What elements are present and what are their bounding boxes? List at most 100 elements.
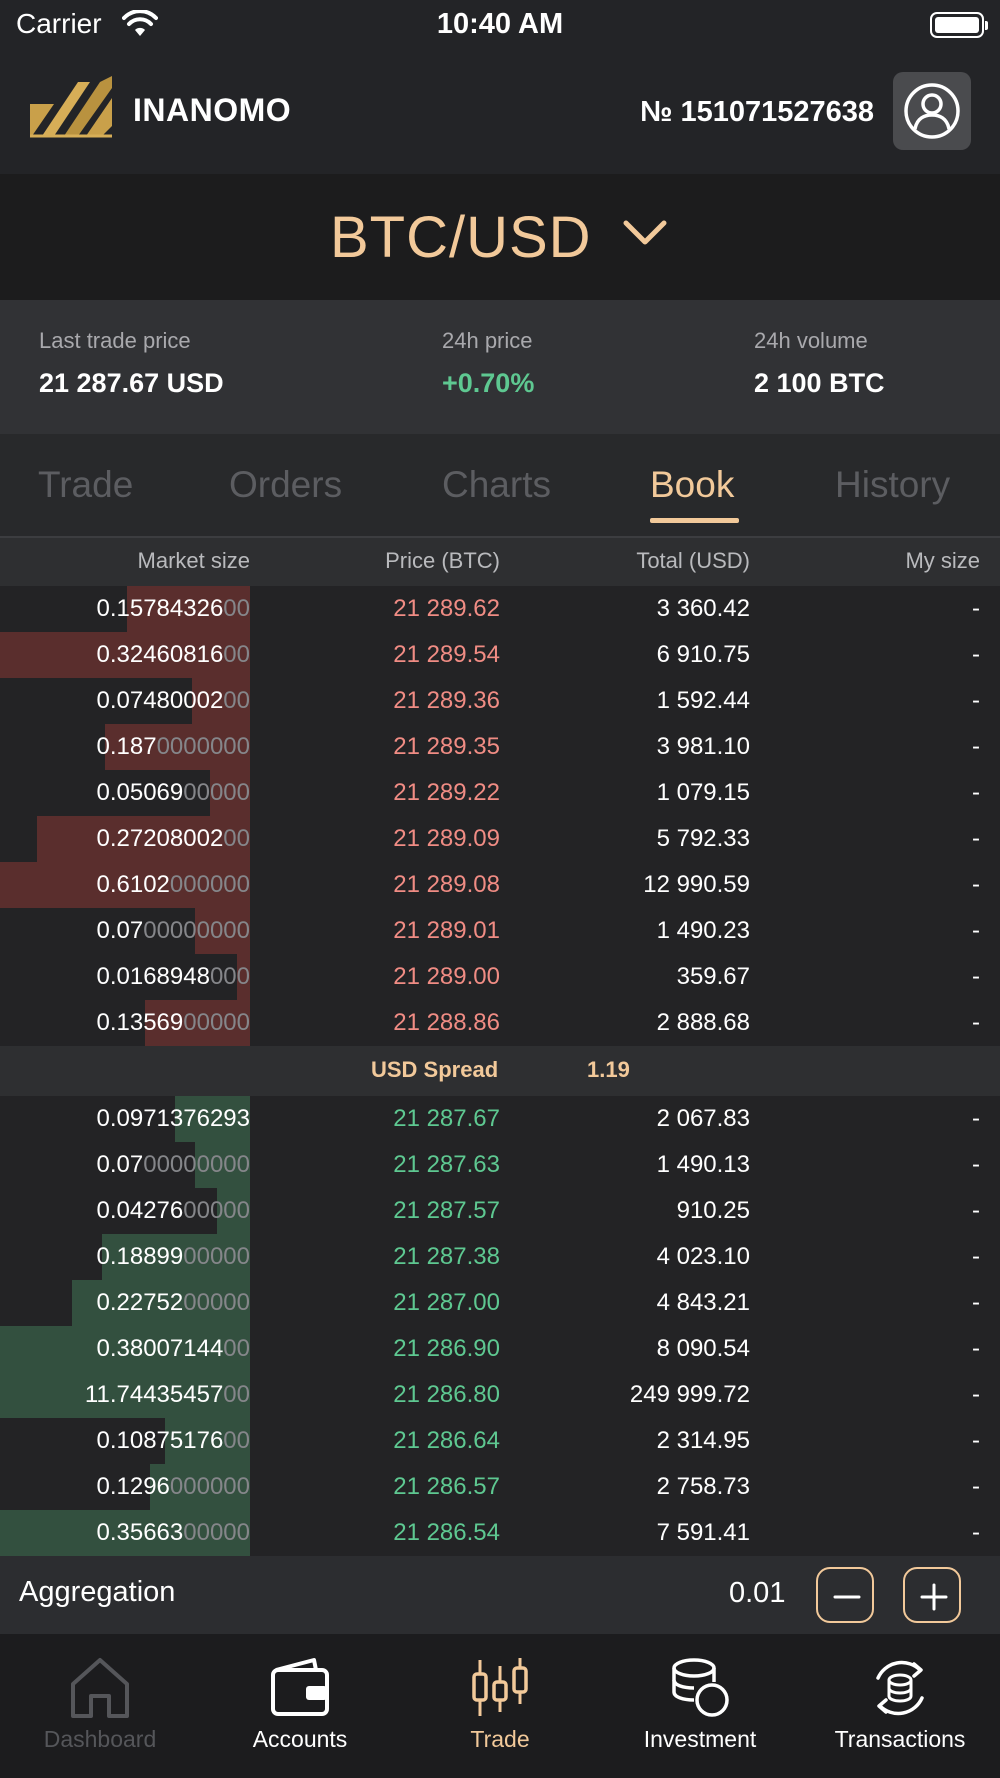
nav-accounts[interactable]: Accounts [200,1634,400,1778]
aggregation-decrease-button[interactable] [816,1567,874,1623]
my-size-cell: - [972,1105,980,1132]
total-cell: 5 792.33 [656,825,750,852]
spread-value: 1.19 [587,1057,630,1082]
ask-row[interactable]: 0.0168948000 21 289.00 359.67 - [0,954,1000,1000]
price-cell: 21 287.67 [393,1105,500,1132]
ask-row[interactable]: 0.0748000200 21 289.36 1 592.44 - [0,678,1000,724]
bid-row[interactable]: 0.1087517600 21 286.64 2 314.95 - [0,1418,1000,1464]
market-size-padding: 00 [223,825,250,852]
market-size-cell: 0.0506900000 [96,779,250,807]
bid-row[interactable]: 0.1889900000 21 287.38 4 023.10 - [0,1234,1000,1280]
minus-icon [833,1595,861,1599]
total-cell: 3 360.42 [656,595,750,622]
chevron-down-icon[interactable] [622,218,668,248]
bid-row[interactable]: 0.0700000000 21 287.63 1 490.13 - [0,1142,1000,1188]
my-size-cell: - [972,641,980,668]
tab-bar: Trade Orders Charts Book History [0,434,1000,538]
total-cell: 2 758.73 [656,1473,750,1500]
spread-row: USD Spread 1.19 [0,1046,1000,1096]
price-cell: 21 287.38 [393,1243,500,1270]
ask-row[interactable]: 0.0700000000 21 289.01 1 490.23 - [0,908,1000,954]
bid-row[interactable]: 0.0427600000 21 287.57 910.25 - [0,1188,1000,1234]
price-24h-label: 24h price [442,328,533,353]
volume-24h-value: 2 100 BTC [754,368,885,398]
market-size-value: 0.38007144 [96,1335,224,1362]
price-cell: 21 286.90 [393,1335,500,1362]
app-header: INANOMO № 151071527638 [0,50,1000,174]
ask-depth-bar [37,816,250,862]
nav-transactions[interactable]: Transactions [800,1634,1000,1778]
market-size-value: 0.04276 [96,1197,184,1224]
total-cell: 2 067.83 [656,1105,750,1132]
nav-investment[interactable]: Investment [600,1634,800,1778]
ask-rows: 0.1578432600 21 289.62 3 360.42-0.32460816… [0,586,1000,1046]
bid-depth-bar [165,1418,250,1464]
market-size-padding: 00 [223,1427,250,1454]
price-24h-stat: 24h price +0.70% [442,328,534,399]
market-size-cell: 0.1087517600 [97,1427,251,1455]
brand-name: INANOMO [133,92,292,128]
tab-book[interactable]: Book [650,464,735,505]
tab-charts[interactable]: Charts [442,464,551,505]
market-size-padding: 00000 [183,1197,250,1224]
my-size-cell: - [972,733,980,760]
nav-dashboard[interactable]: Dashboard [0,1634,200,1778]
market-size-padding: 00 [223,595,250,622]
clock: 10:40 AM [436,8,564,40]
aggregation-increase-button[interactable] [903,1567,961,1623]
price-24h-value: +0.70% [442,368,535,398]
price-cell: 21 289.08 [393,871,500,898]
ask-depth-bar [210,770,250,816]
profile-button[interactable] [893,72,971,150]
total-cell: 3 981.10 [656,733,750,760]
last-trade-stat: Last trade price 21 287.67 USD [39,328,224,399]
ask-row[interactable]: 0.1356900000 21 288.86 2 888.68 - [0,1000,1000,1046]
col-my-size: My size [905,548,980,573]
ask-row[interactable]: 0.2720800200 21 289.09 5 792.33 - [0,816,1000,862]
ask-row[interactable]: 0.6102000000 21 289.08 12 990.59 - [0,862,1000,908]
tab-trade[interactable]: Trade [38,464,134,505]
pair-selector[interactable]: BTC/USD [0,174,1000,300]
bid-row[interactable]: 0.3566300000 21 286.54 7 591.41 - [0,1510,1000,1556]
my-size-cell: - [972,963,980,990]
bid-row[interactable]: 11.7443545700 21 286.80 249 999.72 - [0,1372,1000,1418]
bid-depth-bar [72,1280,250,1326]
bid-depth-bar [0,1510,250,1556]
market-size-cell: 0.1578432600 [97,595,251,623]
candlestick-icon [472,1658,528,1716]
total-cell: 1 592.44 [656,687,750,714]
market-size-value: 0.6102 [96,871,170,898]
my-size-cell: - [972,1197,980,1224]
market-size-padding: 00 [223,687,250,714]
bid-row[interactable]: 0.0971376293 21 287.67 2 067.83 - [0,1096,1000,1142]
market-size-padding: 0000000 [156,733,250,760]
market-size-cell: 0.3800714400 [97,1335,251,1363]
market-size-value: 0.15784326 [96,595,224,622]
nav-label: Trade [470,1726,530,1752]
ask-row[interactable]: 0.0506900000 21 289.22 1 079.15 - [0,770,1000,816]
market-size-padding: 00000000 [143,1151,250,1178]
tab-history[interactable]: History [835,464,951,505]
plus-icon [920,1583,948,1611]
volume-24h-label: 24h volume [754,328,868,353]
my-size-cell: - [972,1151,980,1178]
bid-depth-bar [102,1234,250,1280]
bid-row[interactable]: 0.1296000000 21 286.57 2 758.73 - [0,1464,1000,1510]
market-size-value: 0.0168948 [96,963,210,990]
nav-trade[interactable]: Trade [400,1634,600,1778]
tab-orders[interactable]: Orders [229,464,343,505]
price-cell: 21 286.64 [393,1427,500,1454]
pair-label: BTC/USD [330,205,592,270]
total-cell: 6 910.75 [656,641,750,668]
bid-depth-bar [0,1372,250,1418]
coins-icon [672,1658,729,1717]
col-total: Total (USD) [636,548,750,573]
ask-row[interactable]: 0.3246081600 21 289.54 6 910.75 - [0,632,1000,678]
ask-row[interactable]: 0.1870000000 21 289.35 3 981.10 - [0,724,1000,770]
market-size-cell: 0.1870000000 [97,733,251,761]
market-size-value: 0.27208002 [96,825,224,852]
bid-row[interactable]: 0.3800714400 21 286.90 8 090.54 - [0,1326,1000,1372]
bid-row[interactable]: 0.2275200000 21 287.00 4 843.21 - [0,1280,1000,1326]
market-size-cell: 11.7443545700 [85,1381,250,1409]
ask-row[interactable]: 0.1578432600 21 289.62 3 360.42 - [0,586,1000,632]
